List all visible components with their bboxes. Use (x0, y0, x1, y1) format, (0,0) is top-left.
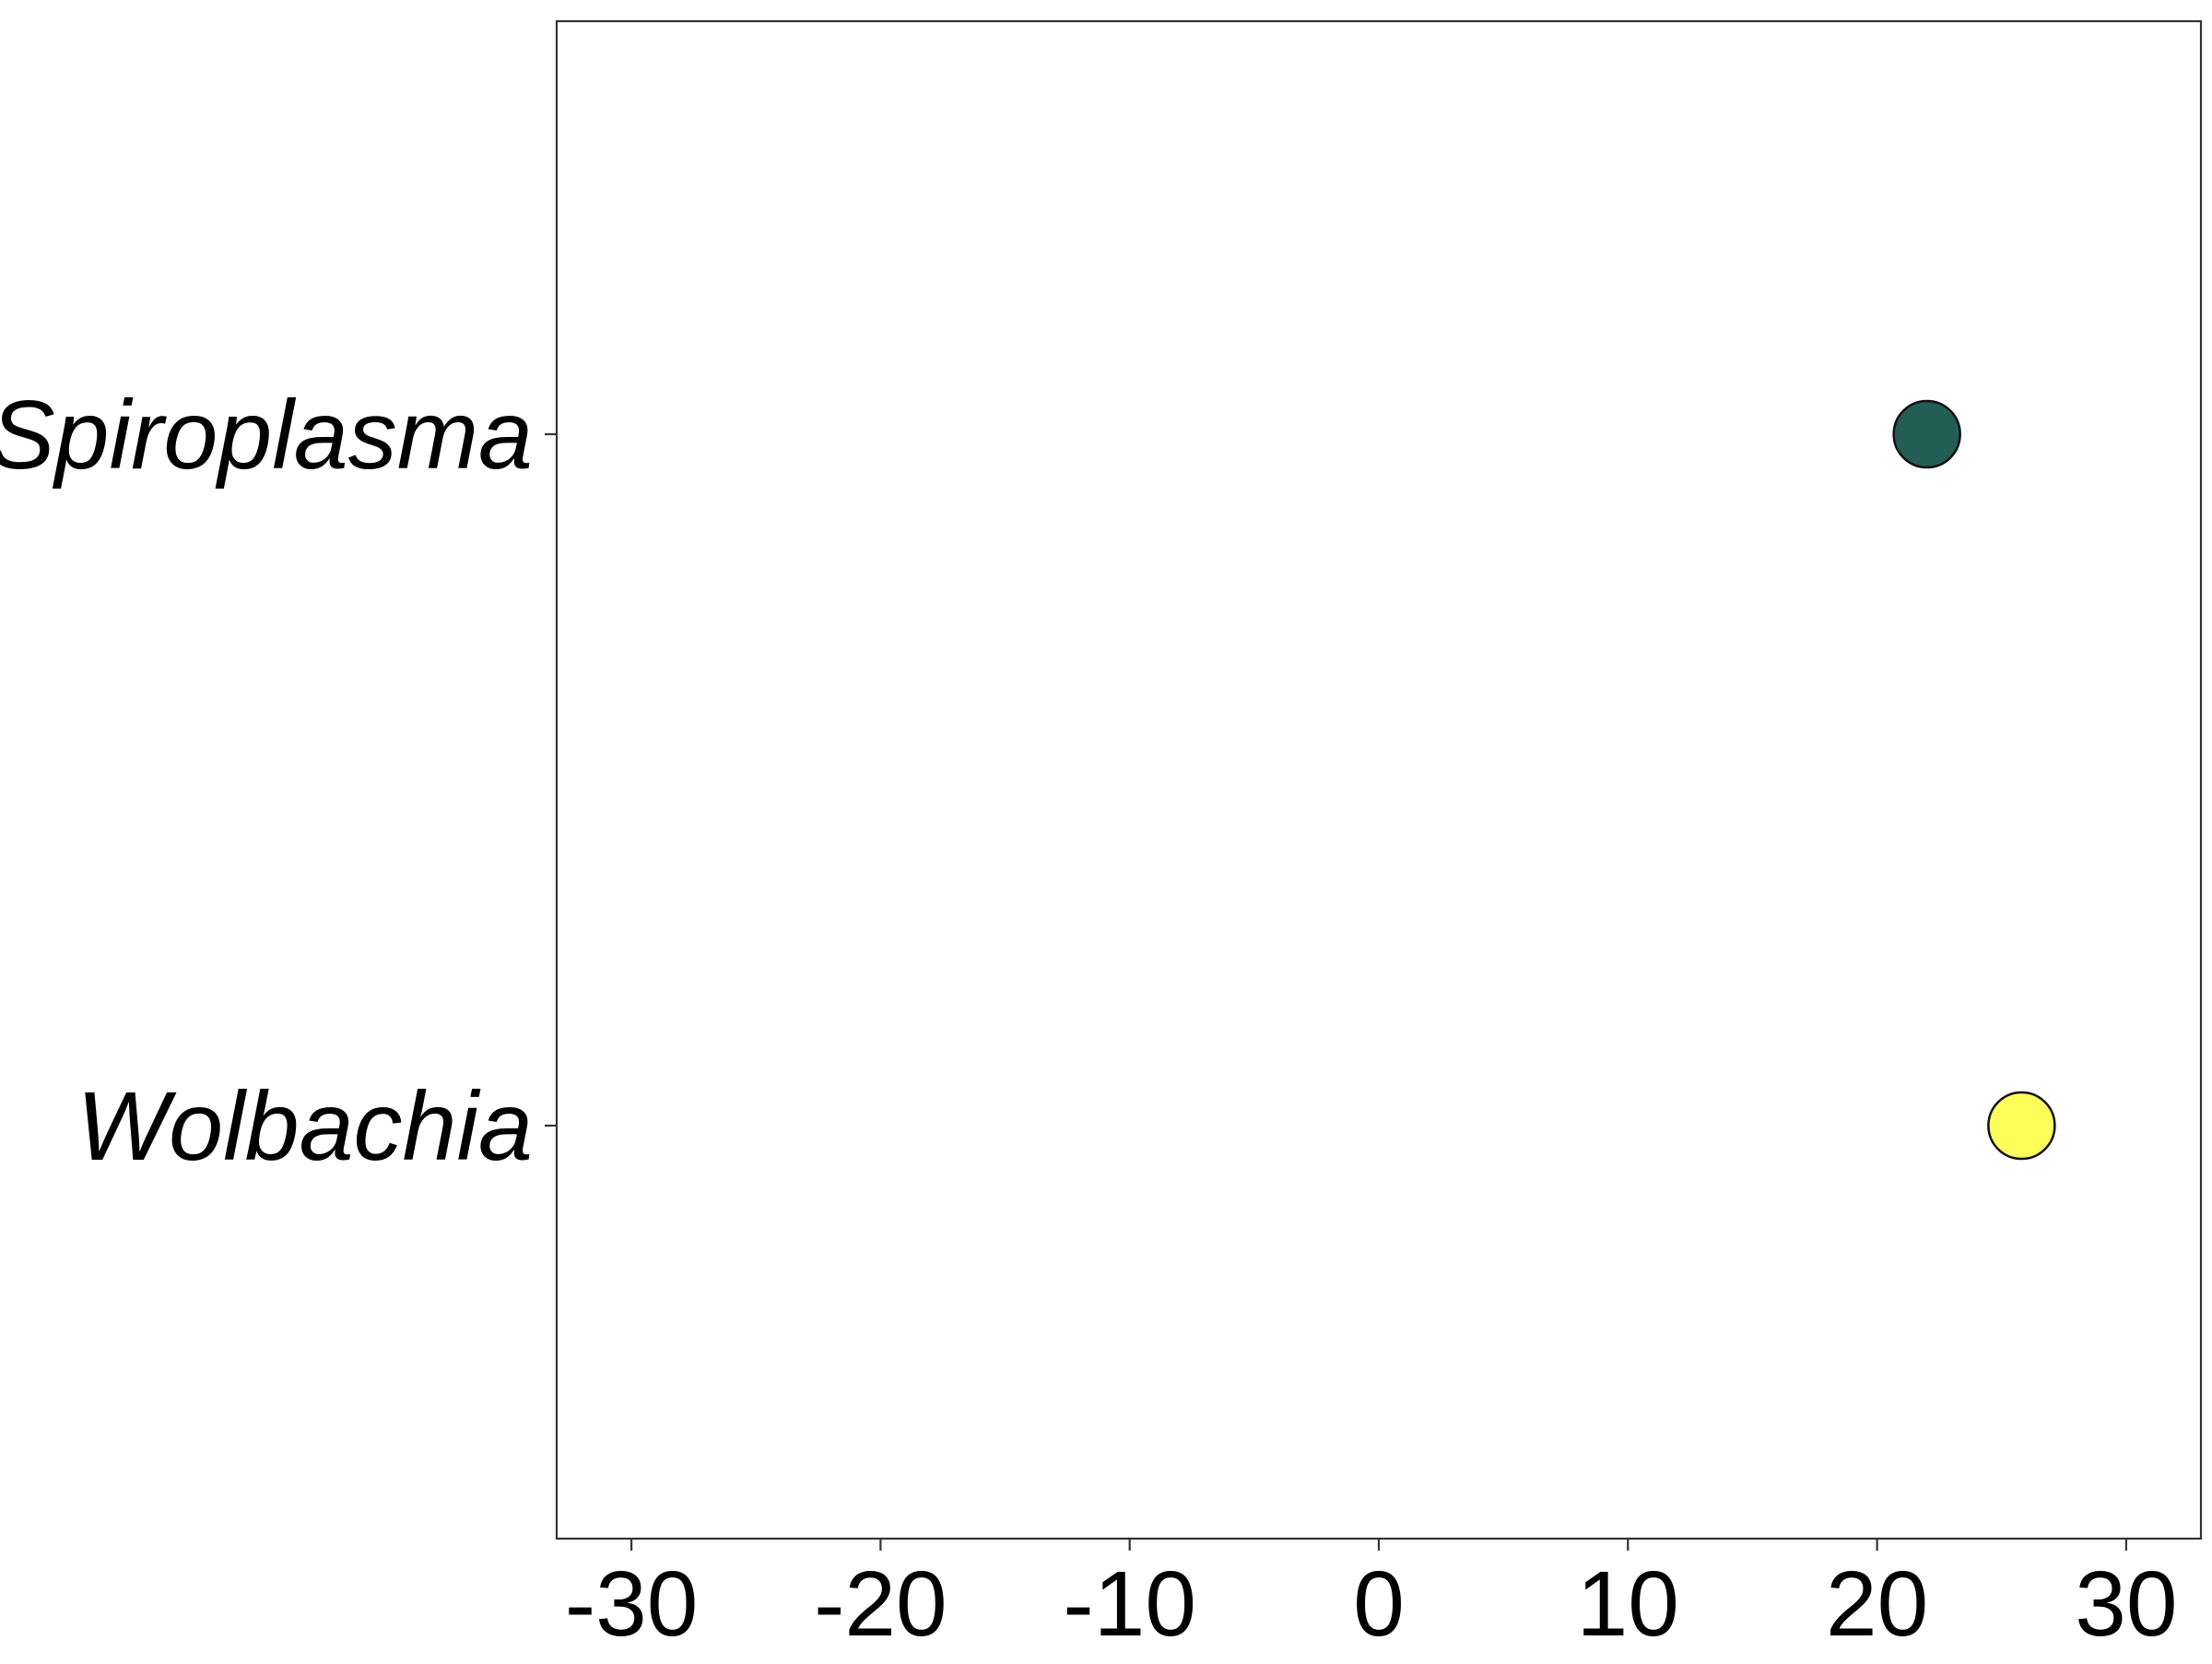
x-tick-label: 20 (1826, 1552, 1928, 1656)
data-point-wolbachia (1987, 1091, 2056, 1161)
x-tick-label: -10 (1063, 1552, 1196, 1656)
x-tick-label: -20 (814, 1552, 947, 1656)
y-tick-label: Spiroplasma (0, 381, 533, 490)
x-tick-label: 30 (2075, 1552, 2177, 1656)
plot-panel-border (555, 19, 2203, 1540)
y-tick-label: Wolbachia (76, 1072, 533, 1181)
x-tick-label: -30 (565, 1552, 699, 1656)
y-axis: Spiroplasma Wolbachia (0, 381, 557, 1181)
x-tick-label: 0 (1353, 1552, 1405, 1656)
data-point-spiroplasma (1892, 399, 1961, 469)
x-axis: -30 -20 -10 0 10 20 30 (565, 1539, 2178, 1656)
x-tick-label: 10 (1577, 1552, 1679, 1656)
data-points (1892, 399, 2056, 1161)
